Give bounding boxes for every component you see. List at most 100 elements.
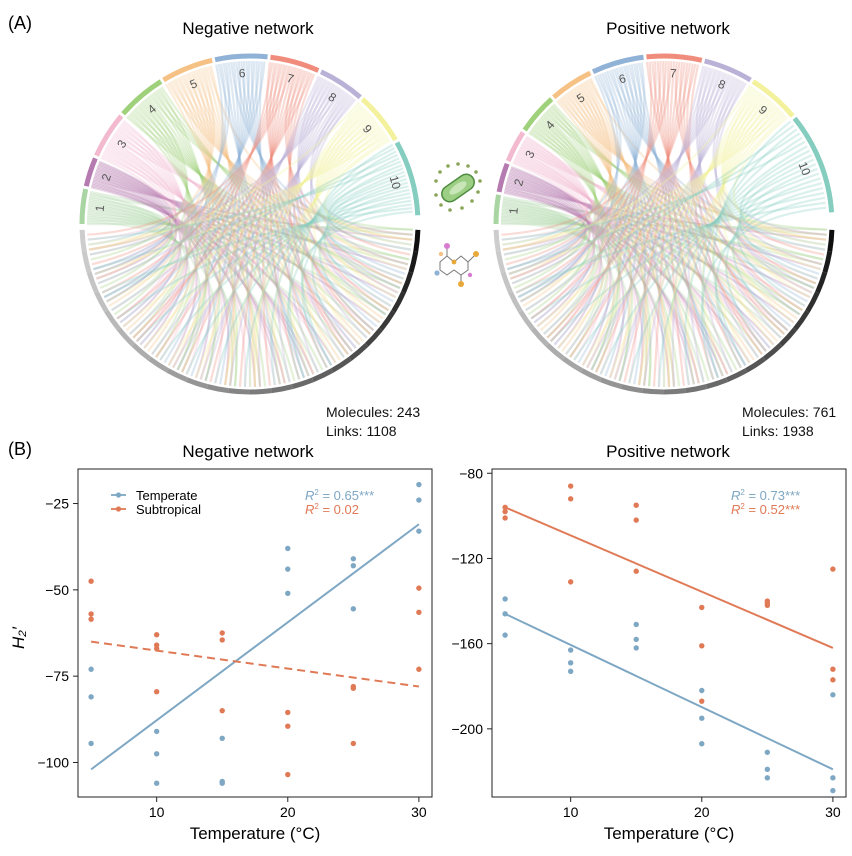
chord-ribbon-8 xyxy=(257,90,346,387)
chord-ribbon-6 xyxy=(533,64,640,324)
chord-ribbon-9 xyxy=(720,96,795,324)
sector-arc-1 xyxy=(79,188,89,225)
chord-ribbon-7 xyxy=(674,61,825,256)
chord-ribbon-3 xyxy=(513,159,596,324)
chord-ribbon-2 xyxy=(507,178,612,366)
molecule-arc-segment xyxy=(745,356,766,373)
chord-ribbon-9 xyxy=(721,87,827,241)
chord-ribbon-10 xyxy=(517,124,795,299)
chord-ribbon-1 xyxy=(503,196,823,266)
chord-ribbon-5 xyxy=(190,71,341,361)
chord-ribbon-5 xyxy=(199,68,286,384)
chord-ribbon-4 xyxy=(504,114,597,261)
chord-ribbon-7 xyxy=(546,63,697,339)
chord-ribbon-2 xyxy=(92,179,413,241)
plot1-point-temperate xyxy=(416,497,422,503)
chord-ribbon-2 xyxy=(95,168,361,346)
chord-ribbon-8 xyxy=(697,67,801,316)
chord-ribbon-6 xyxy=(93,61,266,271)
plot2-point-temperate xyxy=(633,621,639,628)
chord-ribbon-9 xyxy=(508,108,782,275)
chord-ribbon-5 xyxy=(566,92,623,369)
chord-ribbon-10 xyxy=(185,178,407,375)
molecule-arc-segment xyxy=(81,250,92,273)
molecule-arc-segment xyxy=(827,229,835,252)
chord-ribbon-3 xyxy=(93,144,177,271)
sector-arc-7 xyxy=(646,53,703,63)
chord-ribbon-2 xyxy=(508,167,589,275)
chord-ribbon-4 xyxy=(129,112,389,312)
chord-ribbon-7 xyxy=(666,61,686,386)
chord-ribbon-9 xyxy=(106,126,383,303)
chord-ribbon-8 xyxy=(712,76,827,236)
chord-ribbon-2 xyxy=(506,179,811,299)
panel-a-label: (A) xyxy=(8,13,32,33)
sector-label-8: 8 xyxy=(716,77,728,93)
plot2-point-subtropical xyxy=(633,517,639,523)
chord-ribbon-6 xyxy=(627,64,771,349)
plot2-point-temperate xyxy=(567,647,574,653)
chord-ribbon-5 xyxy=(562,94,633,380)
chord-ribbon-2 xyxy=(509,169,591,303)
chord-ribbon-3 xyxy=(514,156,592,299)
chord-ribbon-10 xyxy=(301,203,412,369)
chord-ribbon-5 xyxy=(561,96,823,266)
chord-ribbon-10 xyxy=(657,145,808,387)
plot2-point-subtropical xyxy=(830,666,836,672)
plot1-point-temperate xyxy=(153,728,160,735)
legend-subtropical-marker xyxy=(115,506,122,512)
chord-ribbon-2 xyxy=(95,169,189,349)
plot2-point-subtropical xyxy=(830,677,836,683)
chord-ribbon-8 xyxy=(714,79,823,266)
chord-ribbon-5 xyxy=(96,68,213,280)
chord-ribbon-8 xyxy=(694,72,733,373)
chord-ribbon-4 xyxy=(150,93,239,387)
chord-ribbon-9 xyxy=(167,114,373,366)
chord-ribbon-1 xyxy=(87,217,217,382)
plot2-point-subtropical xyxy=(502,504,508,511)
plot1-temperate-r2: R2 = 0.65*** xyxy=(305,488,374,503)
chord-ribbon-5 xyxy=(108,70,211,307)
chord-ribbon-3 xyxy=(516,151,691,386)
chord-ribbon-2 xyxy=(93,178,230,386)
chord-ribbon-10 xyxy=(700,206,827,380)
molecule-arc-segment xyxy=(530,327,550,347)
plot2-point-temperate xyxy=(830,775,836,781)
chord-ribbon-2 xyxy=(504,189,700,384)
molecule-arc-segment xyxy=(762,343,783,361)
chord-ribbon-4 xyxy=(158,87,211,371)
plot2-point-subtropical xyxy=(633,568,639,574)
plot1-title: Negative network xyxy=(182,442,314,461)
molecule-arc-segment xyxy=(311,368,334,383)
chord-ribbon-6 xyxy=(163,61,246,364)
chord-ribbon-7 xyxy=(652,61,676,387)
chord-ribbon-4 xyxy=(126,116,403,285)
chord-ribbon-8 xyxy=(310,94,409,266)
plot1-ytick-label: −75 xyxy=(45,668,69,684)
chord-ribbon-3 xyxy=(107,142,277,386)
chord-ribbon-3 xyxy=(525,135,598,320)
chord-ribbon-2 xyxy=(93,176,407,271)
chord-ribbon-2 xyxy=(505,183,644,386)
plot1-point-subtropical xyxy=(416,585,422,591)
chord-ribbon-9 xyxy=(94,130,385,275)
chord-ribbon-7 xyxy=(682,62,803,312)
chord-ribbon-3 xyxy=(524,138,603,343)
positive-stats: Molecules: 761 Links: 1938 xyxy=(742,403,836,441)
chord-ribbon-7 xyxy=(238,66,295,387)
chord-ribbon-7 xyxy=(135,62,274,343)
chord-ribbon-4 xyxy=(132,107,194,339)
chord-ribbon-10 xyxy=(323,181,408,307)
chord-ribbon-1 xyxy=(501,210,596,335)
chord-ribbon-4 xyxy=(552,103,801,316)
chord-ribbon-10 xyxy=(684,136,803,386)
plot1-point-subtropical xyxy=(153,632,160,638)
sector-arc-5 xyxy=(162,57,213,83)
chord-ribbon-9 xyxy=(502,85,752,251)
chord-ribbon-9 xyxy=(248,137,390,388)
chord-ribbon-7 xyxy=(270,63,328,369)
plot2-ytick-label: −160 xyxy=(451,636,483,652)
chord-ribbon-9 xyxy=(194,111,369,379)
chord-ribbon-10 xyxy=(701,128,798,379)
plot1-point-subtropical xyxy=(285,771,291,778)
